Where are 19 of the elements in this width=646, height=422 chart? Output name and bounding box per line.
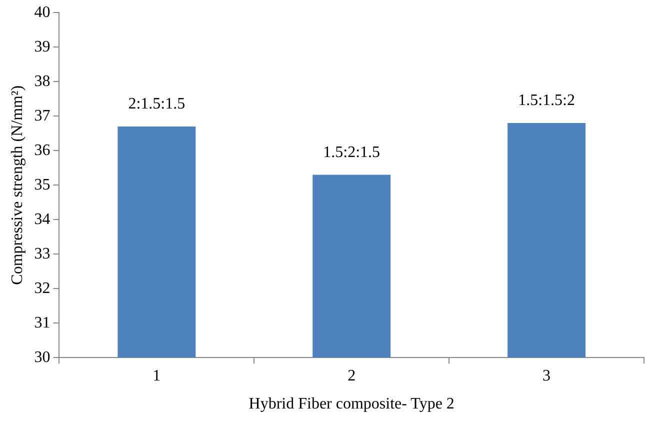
data-label: 2:1.5:1.5 [128,96,186,113]
x-axis-title: Hybrid Fiber composite- Type 2 [248,396,454,413]
x-tick-label: 3 [542,367,551,384]
y-tick-label: 31 [34,314,50,332]
y-tick-label: 39 [34,38,50,56]
y-axis-title: Compressive strength (N/mm²) [8,85,26,285]
y-tick-label: 35 [34,176,50,194]
x-tick-label: 2 [348,367,356,384]
data-label: 1.5:2:1.5 [323,144,380,161]
y-tick-label: 30 [34,348,50,366]
y-tick-label: 32 [34,280,50,297]
y-tick-label: 34 [34,210,50,228]
y-tick-label: 37 [34,107,50,124]
y-tick-label: 40 [34,4,50,21]
data-label: 1.5:1.5:2 [518,92,575,110]
y-tick-label: 38 [34,72,50,90]
y-tick-label: 36 [34,142,50,159]
y-tick-label: 33 [34,245,50,262]
x-tick-label: 1 [152,367,161,384]
